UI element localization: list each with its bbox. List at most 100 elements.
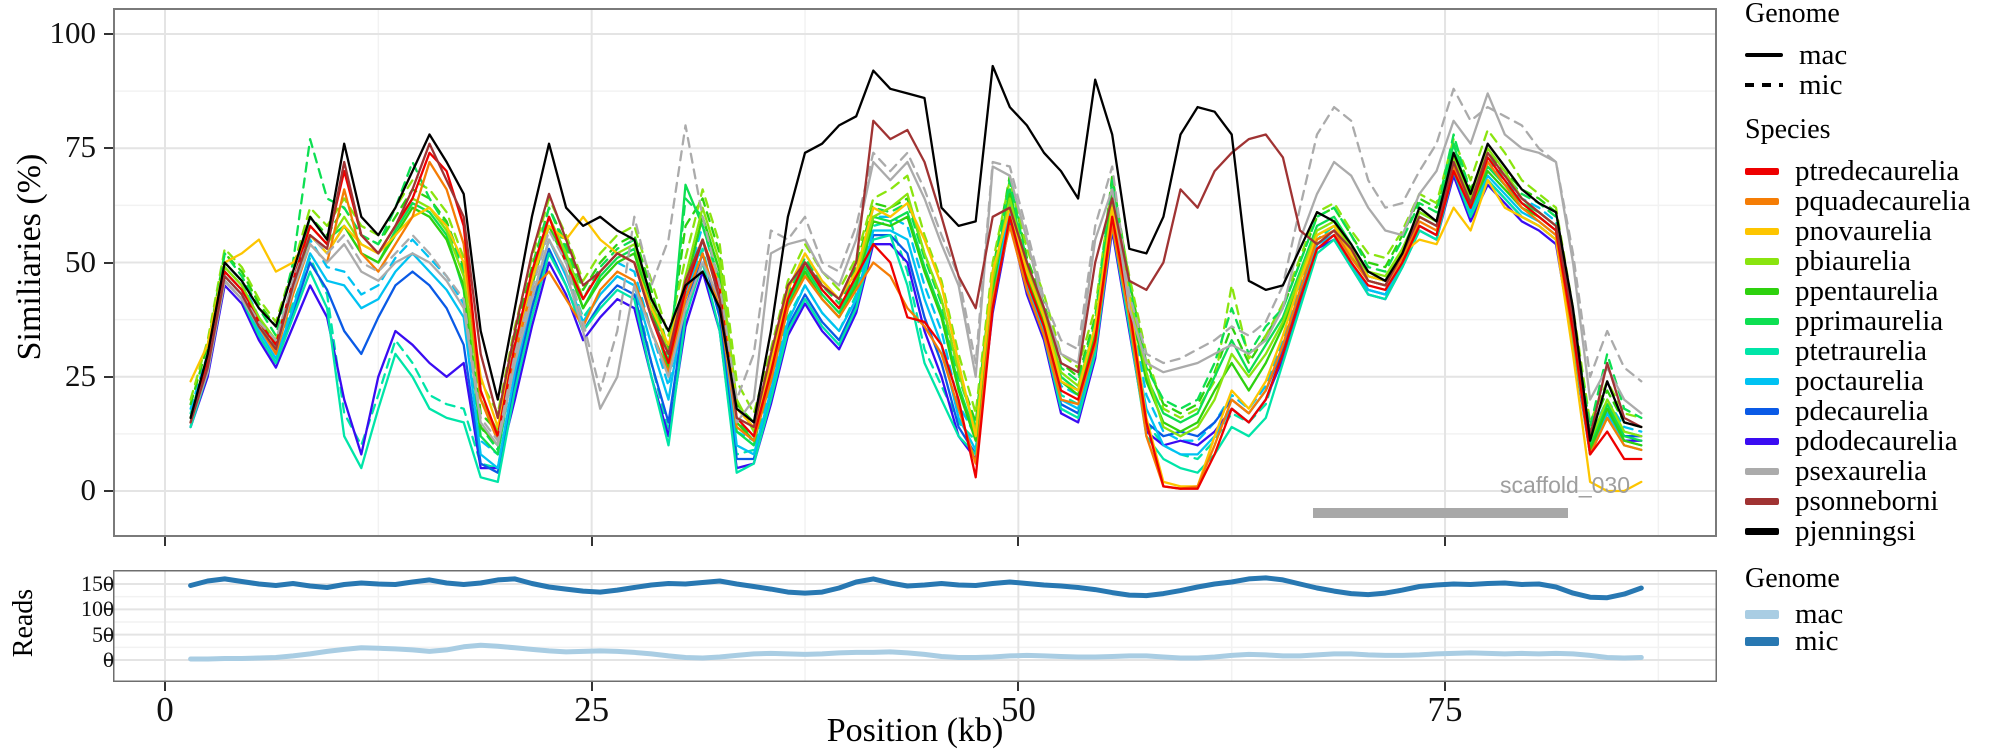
x-tick-mark [164, 537, 166, 546]
legend-item-label: pdecaurelia [1795, 394, 1929, 427]
legend-item-pdecaurelia: pdecaurelia [1745, 394, 1971, 427]
x-tick-mark [1017, 682, 1020, 691]
y-tick-label: 0 [103, 647, 114, 672]
legend-item-label: pprimaurelia [1795, 304, 1944, 337]
y-tick-label: 0 [80, 472, 97, 507]
legend-item-label: mac [1799, 38, 1848, 71]
legend-item-label: pdodecaurelia [1795, 424, 1958, 457]
legend-item-label: poctaurelia [1795, 364, 1924, 397]
y-tick-mark [104, 261, 113, 264]
series-psexaurelia-mic [189, 87, 1643, 442]
y-tick-label: 50 [92, 621, 114, 647]
reads-plot-panel [113, 570, 1717, 682]
legend-genome-reads-title: Genome [1745, 563, 1840, 594]
y-tick-mark [104, 147, 113, 150]
panel-border [113, 8, 1717, 537]
legend-item-pprimaurelia: pprimaurelia [1745, 304, 1971, 337]
series-pjenningsi-mac [189, 64, 1643, 442]
x-tick-label: 25 [574, 690, 610, 729]
pquadecaurelia-color-swatch [1745, 197, 1779, 205]
legend-item-ppentaurelia: ppentaurelia [1745, 274, 1971, 307]
legend-item-label: pjenningsi [1795, 514, 1916, 547]
legend-item-label: mic [1799, 68, 1843, 101]
dashed-line-icon [1745, 83, 1783, 87]
legend-item-psonneborni: psonneborni [1745, 484, 1971, 517]
ptetraurelia-color-swatch [1745, 347, 1779, 355]
x-tick-label: 0 [156, 690, 174, 729]
x-tick-mark [1444, 682, 1447, 691]
legend-item-reads-mac: mac [1745, 598, 1844, 630]
series-genome-mac [188, 642, 1644, 662]
solid-line-icon [1745, 53, 1783, 57]
mac-color-swatch [1745, 610, 1779, 619]
y-tick-label: 75 [65, 129, 96, 165]
legend-genome-linetype: Genome mac mic [1745, 0, 1848, 101]
legend-item-ptredecaurelia: ptredecaurelia [1745, 154, 1971, 187]
y-tick-label: 150 [81, 570, 114, 596]
legend-item-label: pnovaurelia [1795, 214, 1932, 247]
legend-item-poctaurelia: poctaurelia [1745, 364, 1971, 397]
x-axis-title: Position (kb) [826, 712, 1004, 749]
y-tick-label: 25 [65, 357, 96, 393]
series-psexaurelia-mac [189, 92, 1643, 447]
legend-item-label: psonneborni [1795, 484, 1939, 517]
legend-genome-title: Genome [1745, 0, 1840, 29]
legend-item-mac-solid: mac [1745, 38, 1848, 71]
legend-item-label: ptredecaurelia [1795, 154, 1960, 187]
pbiaurelia-color-swatch [1745, 257, 1779, 265]
legend-item-reads-mic: mic [1745, 625, 1843, 657]
legend-item-label: ptetraurelia [1795, 334, 1928, 367]
legend-item-label: pquadecaurelia [1795, 184, 1971, 217]
series-ppentaurelia-mic [189, 142, 1643, 433]
series-pprimaurelia-mic [189, 133, 1643, 452]
legend-item-label: mic [1795, 625, 1839, 657]
pprimaurelia-color-swatch [1745, 317, 1779, 325]
panel-border [113, 570, 1717, 682]
similarity-plot-panel [113, 8, 1717, 537]
series-ptetraurelia-mic [189, 156, 1643, 470]
legend-item-label: ppentaurelia [1795, 274, 1939, 307]
legend-item-label: mac [1795, 598, 1844, 630]
series-ptredecaurelia-mac [189, 151, 1643, 490]
poctaurelia-color-swatch [1745, 377, 1779, 385]
pdecaurelia-color-swatch [1745, 407, 1779, 415]
legend-item-label: pbiaurelia [1795, 244, 1911, 277]
psexaurelia-color-swatch [1745, 467, 1779, 475]
legend-item-mic-dashed: mic [1745, 68, 1847, 101]
series-psonneborni-mac [189, 119, 1643, 438]
x-tick-mark [1444, 537, 1447, 546]
psonneborni-color-swatch [1745, 497, 1779, 505]
x-tick-mark [1017, 537, 1020, 546]
legend-item-pnovaurelia: pnovaurelia [1745, 214, 1971, 247]
legend-item-pbiaurelia: pbiaurelia [1745, 244, 1971, 277]
mic-color-swatch [1745, 637, 1779, 646]
legend-genome-reads: Genome mac mic [1745, 563, 1844, 657]
y-tick-mark [104, 659, 113, 661]
series-genome-mic [188, 575, 1644, 601]
y-tick-label: 100 [49, 15, 97, 50]
x-tick-mark [164, 682, 166, 691]
ptredecaurelia-color-swatch [1745, 167, 1779, 175]
legend-item-pdodecaurelia: pdodecaurelia [1745, 424, 1971, 457]
series-ptetraurelia-mac [189, 169, 1643, 484]
y-tick-mark [104, 375, 113, 378]
legend-species-title: Species [1745, 114, 1831, 145]
legend-item-label: psexaurelia [1795, 454, 1928, 487]
y-tick-label: 50 [65, 243, 96, 279]
y-tick-mark [104, 608, 113, 611]
pdodecaurelia-color-swatch [1745, 437, 1779, 445]
x-tick-label: 50 [1000, 690, 1036, 729]
x-tick-label: 75 [1427, 690, 1463, 729]
pjenningsi-color-swatch [1745, 527, 1779, 535]
pnovaurelia-color-swatch [1745, 227, 1779, 235]
y-tick-mark [104, 490, 113, 492]
ppentaurelia-color-swatch [1745, 287, 1779, 295]
x-tick-mark [590, 537, 593, 546]
legend-item-pjenningsi: pjenningsi [1745, 514, 1971, 547]
legend-species: Species ptredecaurelia pquadecaurelia pnov… [1745, 114, 1971, 547]
legend-item-ptetraurelia: ptetraurelia [1745, 334, 1971, 367]
legend-item-psexaurelia: psexaurelia [1745, 454, 1971, 487]
y-tick-mark [104, 33, 113, 35]
y-tick-mark [104, 633, 113, 636]
